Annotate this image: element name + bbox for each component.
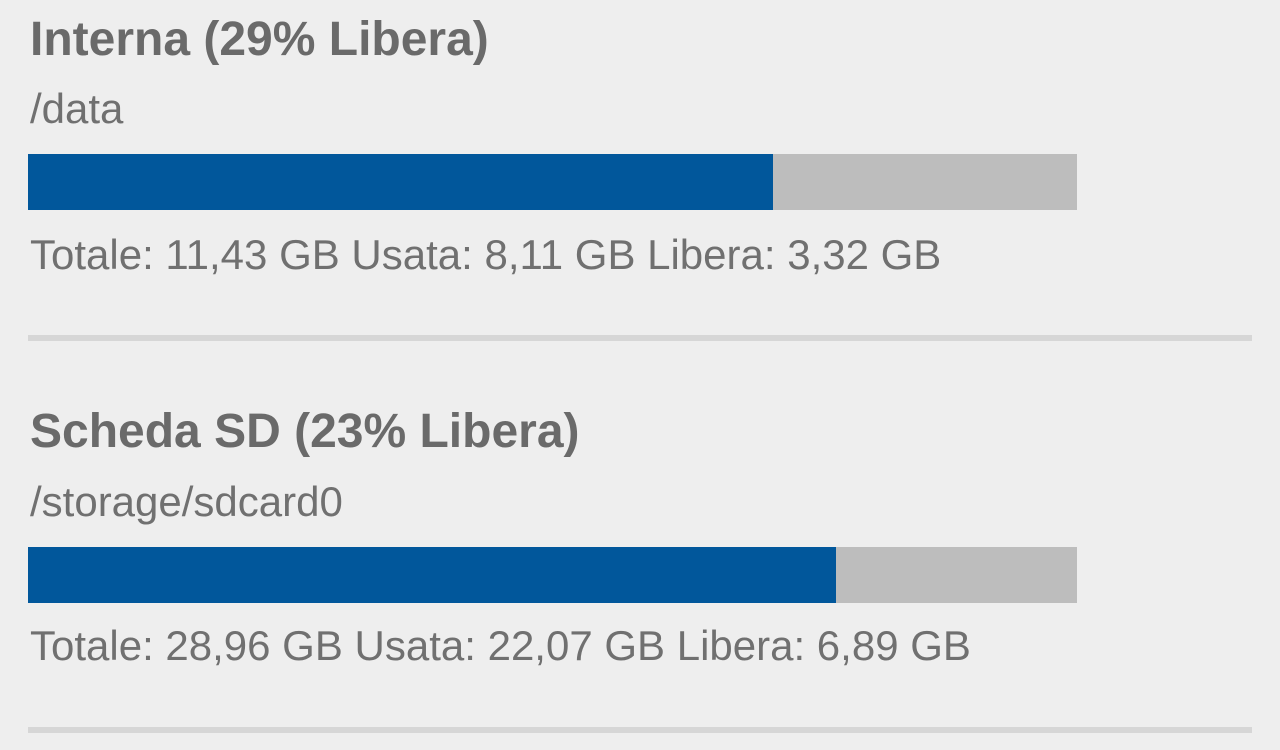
volume-stats: Totale: 28,96 GB Usata: 22,07 GB Libera:… <box>30 622 971 669</box>
volume-title: Scheda SD (23% Libera) <box>30 405 580 458</box>
volume-title: Interna (29% Libera) <box>30 13 489 66</box>
storage-usage-bar <box>28 547 1077 603</box>
volume-path: /storage/sdcard0 <box>30 478 343 525</box>
divider <box>28 335 1252 341</box>
divider <box>28 727 1252 733</box>
volume-path: /data <box>30 85 124 132</box>
volume-stats: Totale: 11,43 GB Usata: 8,11 GB Libera: … <box>30 231 942 278</box>
storage-used-fill <box>28 154 773 210</box>
storage-volume-sdcard[interactable]: Scheda SD (23% Libera) /storage/sdcard0 … <box>28 345 1252 745</box>
storage-usage-bar <box>28 154 1077 210</box>
storage-used-fill <box>28 547 836 603</box>
storage-volume-internal[interactable]: Interna (29% Libera) /data Totale: 11,43… <box>28 0 1252 345</box>
